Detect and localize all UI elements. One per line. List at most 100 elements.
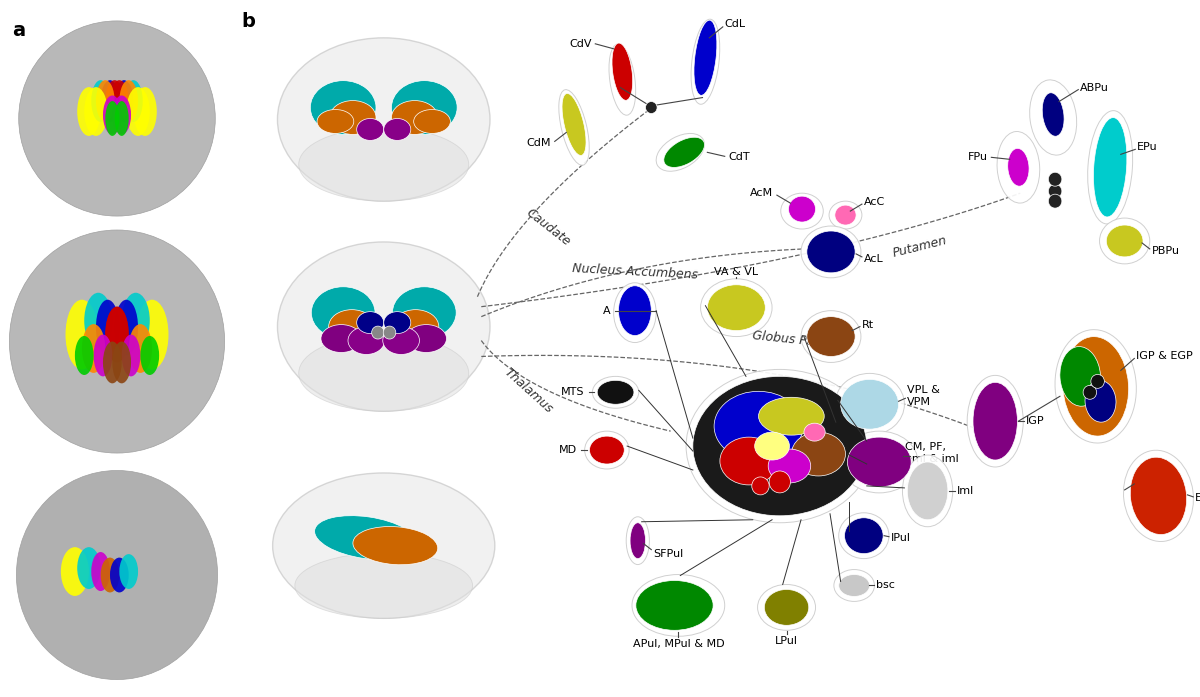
Ellipse shape [839, 513, 889, 558]
Ellipse shape [1055, 330, 1136, 443]
Ellipse shape [383, 327, 420, 355]
Ellipse shape [314, 516, 418, 560]
Ellipse shape [664, 137, 704, 167]
Ellipse shape [119, 80, 138, 122]
Ellipse shape [299, 128, 469, 201]
Ellipse shape [701, 279, 772, 337]
Ellipse shape [829, 201, 862, 229]
Ellipse shape [839, 574, 870, 597]
Ellipse shape [1049, 172, 1062, 186]
Ellipse shape [802, 311, 860, 362]
Ellipse shape [126, 87, 150, 136]
Ellipse shape [84, 87, 108, 136]
Text: AcL: AcL [864, 254, 883, 264]
Text: Globus Pallidus: Globus Pallidus [751, 329, 847, 352]
Ellipse shape [636, 581, 713, 630]
Ellipse shape [103, 342, 121, 383]
Ellipse shape [84, 293, 113, 348]
Text: Caudate: Caudate [523, 206, 572, 248]
Ellipse shape [835, 205, 856, 225]
Ellipse shape [61, 547, 89, 596]
Ellipse shape [691, 20, 720, 105]
Ellipse shape [348, 327, 385, 355]
Ellipse shape [299, 335, 469, 411]
Ellipse shape [91, 80, 110, 122]
Ellipse shape [1099, 218, 1150, 264]
Ellipse shape [383, 326, 396, 339]
Text: AcM: AcM [750, 188, 773, 198]
Ellipse shape [329, 309, 376, 344]
Text: A: A [604, 306, 611, 316]
Text: LPul: LPul [775, 636, 798, 646]
Ellipse shape [74, 336, 94, 375]
Ellipse shape [311, 286, 376, 339]
Ellipse shape [119, 554, 138, 589]
Ellipse shape [110, 80, 128, 122]
Ellipse shape [757, 585, 816, 630]
Ellipse shape [392, 286, 456, 339]
Ellipse shape [277, 38, 490, 201]
Text: Thalamus: Thalamus [502, 365, 556, 415]
Text: CdV: CdV [569, 39, 592, 49]
Ellipse shape [106, 307, 128, 362]
Ellipse shape [136, 300, 168, 369]
Text: ABPu: ABPu [1080, 83, 1109, 93]
Text: SFPul: SFPul [653, 549, 684, 558]
Ellipse shape [96, 300, 119, 355]
Ellipse shape [768, 449, 811, 483]
Ellipse shape [103, 95, 121, 135]
Ellipse shape [806, 316, 856, 356]
Ellipse shape [656, 133, 704, 171]
Ellipse shape [593, 376, 638, 408]
Text: AcC: AcC [864, 197, 886, 207]
Text: VA & VL: VA & VL [714, 267, 758, 277]
Text: IGP: IGP [1026, 416, 1045, 426]
Ellipse shape [1106, 225, 1144, 257]
Ellipse shape [791, 432, 846, 476]
Ellipse shape [562, 93, 586, 155]
Ellipse shape [1091, 374, 1104, 388]
Text: Putamen: Putamen [892, 234, 948, 260]
Ellipse shape [997, 132, 1039, 203]
Ellipse shape [121, 293, 150, 348]
Ellipse shape [1060, 346, 1100, 406]
Ellipse shape [707, 285, 766, 330]
Ellipse shape [834, 569, 875, 602]
Ellipse shape [353, 526, 438, 565]
Ellipse shape [391, 81, 457, 135]
Ellipse shape [91, 552, 110, 591]
Ellipse shape [1130, 457, 1187, 535]
Ellipse shape [1063, 337, 1129, 436]
Ellipse shape [1049, 194, 1062, 208]
Ellipse shape [115, 101, 128, 136]
Ellipse shape [391, 100, 438, 135]
Ellipse shape [406, 325, 446, 353]
Text: Nucleus Accumbens: Nucleus Accumbens [571, 262, 698, 282]
Ellipse shape [121, 335, 140, 376]
Ellipse shape [967, 376, 1024, 467]
Ellipse shape [115, 300, 138, 355]
Ellipse shape [77, 547, 101, 589]
Text: EGP: EGP [1195, 493, 1200, 503]
Ellipse shape [720, 437, 778, 485]
Ellipse shape [788, 196, 816, 222]
Ellipse shape [66, 300, 98, 369]
Text: CdL: CdL [725, 19, 746, 29]
Ellipse shape [755, 432, 790, 460]
Text: PBPu: PBPu [1152, 246, 1180, 256]
Ellipse shape [128, 324, 152, 373]
Ellipse shape [330, 100, 376, 135]
Ellipse shape [626, 516, 649, 565]
Text: IPul: IPul [890, 533, 911, 543]
Ellipse shape [272, 473, 494, 618]
Ellipse shape [584, 431, 629, 469]
Ellipse shape [806, 231, 856, 273]
Ellipse shape [101, 558, 119, 592]
Text: a: a [12, 21, 25, 40]
Ellipse shape [113, 342, 131, 383]
Text: bsc: bsc [876, 581, 895, 590]
Ellipse shape [295, 553, 473, 618]
Ellipse shape [618, 286, 652, 335]
Ellipse shape [311, 81, 376, 135]
Ellipse shape [356, 312, 384, 334]
